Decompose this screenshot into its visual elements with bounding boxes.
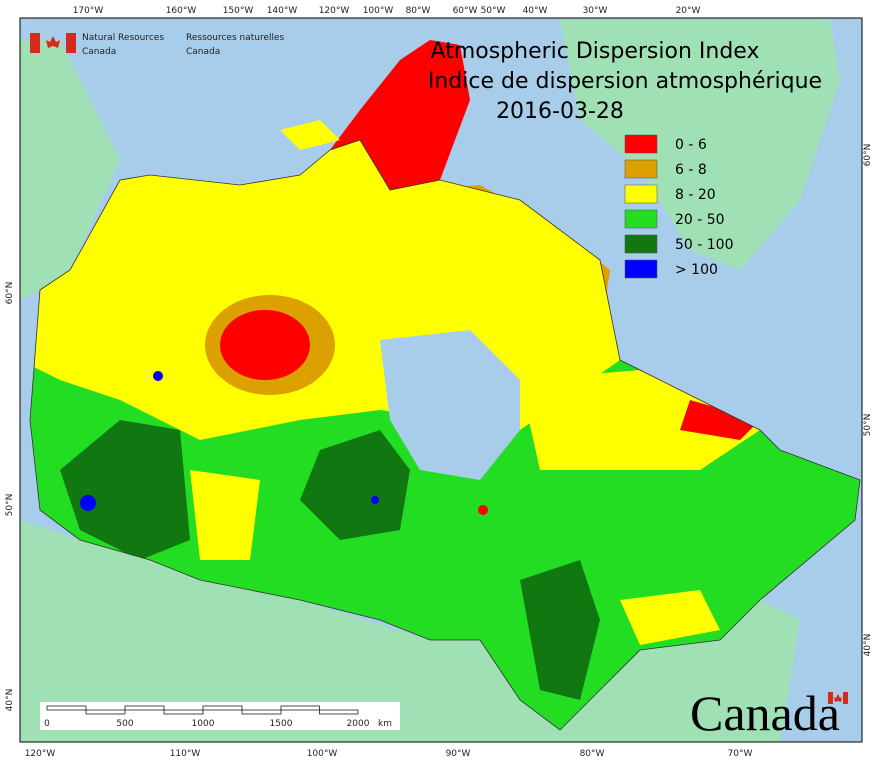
legend-swatch — [624, 184, 658, 204]
scale-segment — [319, 709, 359, 715]
scale-segment — [202, 705, 243, 711]
scale-label: 500 — [116, 719, 133, 729]
agency-signature: Natural Resources Canada Ressources natu… — [30, 33, 285, 57]
legend-label: 6 - 8 — [675, 162, 707, 178]
agency-en: Natural Resources — [82, 33, 164, 43]
legend-swatch — [624, 159, 658, 179]
wordmark-text: Canada — [690, 685, 840, 741]
graticule: 170°W 160°W 150°W 140°W 120°W 100°W 80°W 60°W 50… — [5, 6, 873, 759]
scale-segment — [46, 705, 87, 711]
legend-label: 50 - 100 — [675, 237, 734, 253]
alaska — [20, 40, 120, 300]
legend: 0 - 6 6 - 8 8 - 20 20 - 50 50 - 100 > 100 — [624, 134, 734, 279]
longitude-label: 30°W — [583, 6, 608, 16]
longitude-label: 60°W — [453, 6, 478, 16]
legend-label: > 100 — [675, 262, 718, 278]
title: Atmospheric Dispersion Index — [431, 39, 760, 64]
scale-label: 1000 — [192, 719, 215, 729]
legend-swatch — [624, 134, 658, 154]
longitude-label: 120°W — [25, 749, 56, 759]
subtitle: Indice de dispersion atmosphérique — [428, 69, 822, 94]
longitude-label: 80°W — [580, 749, 605, 759]
longitude-label: 100°W — [363, 6, 394, 16]
greenland — [560, 20, 840, 270]
latitude-label: 50°N — [863, 414, 873, 437]
latitude-label: 50°N — [5, 494, 15, 517]
legend-swatch — [624, 209, 658, 229]
hudson-bay — [380, 330, 520, 480]
agency-fr: Canada — [186, 47, 220, 57]
scale-label: 1500 — [270, 719, 293, 729]
latitude-label: 40°N — [5, 689, 15, 712]
longitude-label: 70°W — [728, 749, 753, 759]
longitude-label: 110°W — [170, 749, 201, 759]
canada-outline — [29, 139, 861, 731]
scale-segment — [85, 709, 126, 715]
scale-label: 0 — [44, 719, 50, 729]
longitude-label: 80°W — [406, 6, 431, 16]
scale-bar: 0 500 1000 1500 2000 km — [40, 702, 400, 730]
longitude-label: 40°W — [523, 6, 548, 16]
legend-swatch — [624, 234, 658, 254]
wordmark: Canada — [690, 685, 848, 741]
longitude-label: 100°W — [307, 749, 338, 759]
agency-fr: Ressources naturelles — [186, 33, 285, 43]
latitude-label: 60°N — [863, 144, 873, 167]
agency-en: Canada — [82, 47, 116, 57]
longitude-label: 120°W — [319, 6, 350, 16]
scale-segment — [280, 705, 320, 711]
legend-label: 0 - 6 — [675, 137, 707, 153]
legend-label: 20 - 50 — [675, 212, 725, 228]
latitude-label: 60°N — [5, 282, 15, 305]
longitude-label: 20°W — [676, 6, 701, 16]
longitude-label: 150°W — [223, 6, 254, 16]
scale-segment — [241, 709, 282, 715]
legend-label: 8 - 20 — [675, 187, 716, 203]
date: 2016-03-28 — [496, 99, 624, 124]
longitude-label: 90°W — [446, 749, 471, 759]
longitude-label: 160°W — [166, 6, 197, 16]
scale-unit: km — [378, 719, 392, 729]
scale-segment — [163, 709, 204, 715]
united-states — [20, 520, 800, 742]
scale-segment — [124, 705, 165, 711]
map-frame — [19, 17, 863, 743]
longitude-label: 50°W — [481, 6, 506, 16]
legend-swatch — [624, 259, 658, 279]
latitude-label: 40°N — [863, 634, 873, 657]
longitude-label: 170°W — [73, 6, 104, 16]
longitude-label: 140°W — [267, 6, 298, 16]
scale-label: 2000 — [347, 719, 370, 729]
